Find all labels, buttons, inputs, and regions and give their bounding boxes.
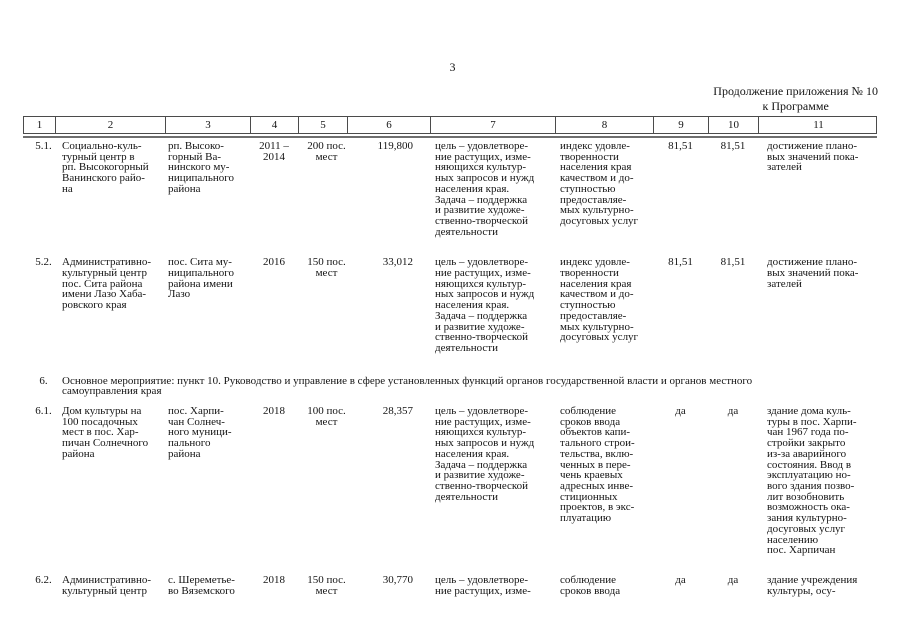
row-number-cell: 6.2. xyxy=(35,573,52,586)
section-number: 6. xyxy=(39,374,48,387)
header-cell-1: 1 xyxy=(24,117,56,133)
section-row: 6. Основное мероприятие: пункт 10. Руков… xyxy=(23,374,877,398)
cost-cell: 28,357 xyxy=(382,405,413,418)
indicator-cell: индекс удовле-творенности населения края к… xyxy=(560,140,639,227)
fact-value-cell: да xyxy=(727,573,739,586)
header-cell-4: 4 xyxy=(251,117,299,133)
header-cell-2: 2 xyxy=(56,117,166,133)
plan-value-cell: 81,51 xyxy=(668,256,693,269)
indicator-cell: индекс удовле-творенности населения края к… xyxy=(560,256,639,344)
capacity-cell: 100 пос. мест xyxy=(307,405,346,428)
section-text: Основное мероприятие: пункт 10. Руководс… xyxy=(62,374,753,398)
indicator-cell: соблюдение сроков ввода xyxy=(560,573,621,597)
table-row-6-2: 6.2. Административно-культурный центр с.… xyxy=(23,573,877,597)
table-header-separator xyxy=(23,136,877,138)
header-cell-9: 9 xyxy=(654,117,709,133)
plan-value-cell: да xyxy=(675,573,686,586)
capacity-cell: 150 пос. мест xyxy=(307,573,346,597)
table-header-row: 1 2 3 4 5 6 7 8 9 10 11 xyxy=(23,116,877,134)
plan-value-cell: да xyxy=(675,405,686,418)
result-cell: достижение плано-вых значений пока-зател… xyxy=(767,140,859,174)
row-number-cell: 6.1. xyxy=(35,405,52,418)
cost-cell: 119,800 xyxy=(377,140,413,152)
result-cell: здание учреждения культуры, осу- xyxy=(767,573,858,597)
fact-value-cell: да xyxy=(727,405,739,418)
capacity-cell: 200 пос. мест xyxy=(307,140,346,163)
years-cell: 2016 xyxy=(263,256,285,269)
continuation-line-1: Продолжение приложения № 10 xyxy=(713,84,878,98)
row-number-cell: 5.2. xyxy=(35,256,52,269)
facility-name-cell: Дом культуры на 100 посадочных мест в пос.… xyxy=(62,405,149,460)
header-cell-3: 3 xyxy=(166,117,251,133)
fact-value-cell: 81,51 xyxy=(720,140,746,152)
goal-task-cell: цель – удовлетворе-ние растущих, изме-ня… xyxy=(435,140,535,238)
location-cell: рп. Высоко-горный Ва-нинского му-ниципал… xyxy=(168,140,235,195)
facility-name-cell: Социально-куль-турный центр в рп. Высоког… xyxy=(62,140,149,195)
result-cell: здание дома куль-туры в пос. Харпи-чан 1… xyxy=(767,405,857,557)
header-cell-11: 11 xyxy=(813,118,824,131)
result-cell: достижение плано-вых значений пока-зател… xyxy=(767,256,859,290)
header-cell-6: 6 xyxy=(348,117,431,133)
location-cell: пос. Сита му-ниципального района имени Лаз… xyxy=(168,256,235,301)
table-row-5-2: 5.2. Административно-культурный центр пос… xyxy=(23,257,877,353)
cost-cell: 30,770 xyxy=(382,573,413,586)
header-cell-7: 7 xyxy=(431,117,556,133)
years-cell: 2018 xyxy=(263,405,285,418)
years-cell: 2011 –2014 xyxy=(259,140,289,163)
years-cell: 2018 xyxy=(263,573,285,586)
header-cell-10: 10 xyxy=(709,117,759,133)
goal-task-cell: цель – удовлетворе-ние растущих, изме-ня… xyxy=(435,256,535,354)
program-table: 1 2 3 4 5 6 7 8 9 10 11 5.1. Социально-к… xyxy=(23,116,877,596)
goal-task-cell: цель – удовлетворе-ние растущих, изме-ня… xyxy=(435,405,535,503)
cost-cell: 33,012 xyxy=(382,256,413,269)
location-cell: с. Шереметье-во Вяземского xyxy=(168,573,235,597)
fact-value-cell: 81,51 xyxy=(720,256,746,269)
indicator-cell: соблюдение сроков ввода объектов капи-таль… xyxy=(560,405,635,525)
continuation-note: Продолжение приложения № 10 к Программе xyxy=(713,84,878,114)
location-cell: пос. Харпи-чан Солнеч-ного муници-пально… xyxy=(168,405,232,460)
facility-name-cell: Административно-культурный центр xyxy=(62,573,152,597)
continuation-line-2: к Программе xyxy=(762,99,829,113)
table-row-6-1: 6.1. Дом культуры на 100 посадочных мест в… xyxy=(23,406,877,556)
page-number: 3 xyxy=(449,60,456,74)
goal-task-cell: цель – удовлетворе-ние растущих, изме- xyxy=(435,573,531,597)
table-row-5-1: 5.1. Социально-куль-турный центр в рп. Вы… xyxy=(23,140,877,238)
facility-name-cell: Административно-культурный центр пос. Сит… xyxy=(62,256,152,312)
plan-value-cell: 81,51 xyxy=(668,140,693,152)
row-number-cell: 5.1. xyxy=(35,140,52,152)
header-cell-5: 5 xyxy=(299,117,348,133)
header-cell-8: 8 xyxy=(556,117,654,133)
capacity-cell: 150 пос. мест xyxy=(307,256,346,280)
